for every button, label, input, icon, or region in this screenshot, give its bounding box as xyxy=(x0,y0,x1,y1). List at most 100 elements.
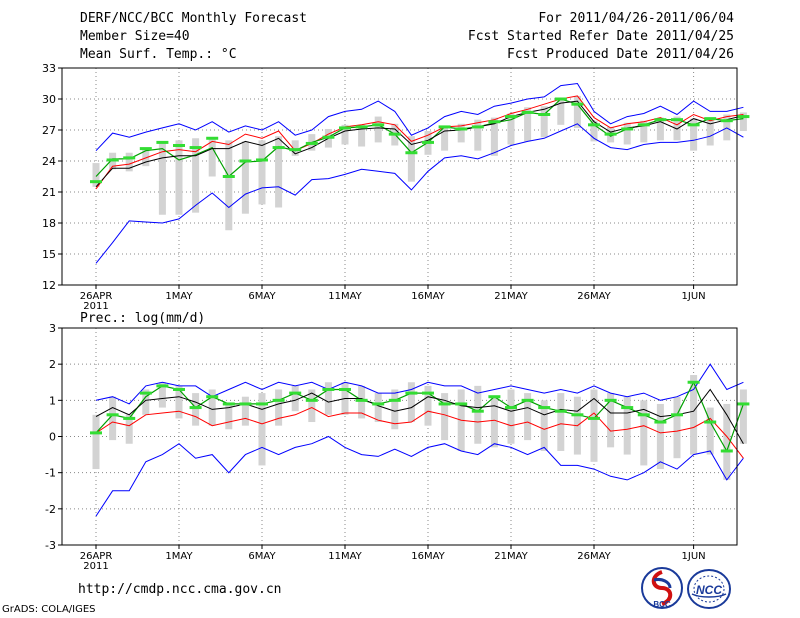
precipitation-member-mark xyxy=(704,420,717,424)
precipitation-box xyxy=(291,385,299,412)
ncc-logo: NCC xyxy=(687,569,731,609)
temperature-ytick-label: 21 xyxy=(42,186,56,199)
temperature-ytick-label: 18 xyxy=(42,217,56,230)
precipitation-member-mark xyxy=(388,398,401,402)
temperature-spread-upper-line xyxy=(95,82,744,152)
precipitation-member-mark xyxy=(671,413,683,417)
temperature-red-line xyxy=(95,95,744,190)
temperature-box xyxy=(507,113,515,145)
temperature-ytick-label: 12 xyxy=(42,279,56,292)
precipitation-box xyxy=(175,385,183,419)
precipitation-member-mark xyxy=(588,416,600,420)
temperature-box xyxy=(358,124,366,147)
precipitation-box xyxy=(142,389,150,415)
precipitation-member-mark xyxy=(305,398,318,402)
temperature-ytick-label: 27 xyxy=(42,124,56,137)
temperature-box xyxy=(258,140,266,205)
temperature-member-mark xyxy=(139,147,152,151)
precipitation-box xyxy=(374,393,382,423)
precipitation-box xyxy=(308,389,316,423)
precipitation-member-mark xyxy=(687,380,700,384)
precipitation-box xyxy=(158,382,166,408)
precipitation-box xyxy=(407,382,415,423)
temperature-mean-line xyxy=(95,100,744,188)
precipitation-member-mark xyxy=(90,431,102,435)
source-url[interactable]: http://cmdp.ncc.cma.gov.cn xyxy=(78,582,282,597)
precipitation-box xyxy=(690,375,698,455)
precipitation-box xyxy=(275,389,283,426)
precipitation-box xyxy=(208,389,216,426)
precipitation-member-mark xyxy=(123,416,136,420)
precipitation-ytick-label: 2 xyxy=(49,358,56,371)
precipitation-ytick-label: -1 xyxy=(45,467,56,480)
temperature-box xyxy=(690,118,698,151)
precipitation-ytick-label: -2 xyxy=(45,503,56,516)
temperature-box xyxy=(640,120,648,143)
precipitation-member-mark xyxy=(272,398,285,402)
precipitation-box xyxy=(723,403,731,480)
temperature-box xyxy=(142,147,150,167)
precipitation-member-mark xyxy=(720,449,733,453)
precipitation-member-mark xyxy=(455,402,468,406)
forecast-period: For 2011/04/26-2011/06/04 xyxy=(538,11,734,26)
precipitation-box xyxy=(92,414,100,470)
temperature-box xyxy=(441,125,449,151)
precipitation-member-mark xyxy=(106,413,119,417)
temperature-member-mark xyxy=(455,127,468,131)
precipitation-member-mark xyxy=(372,402,385,406)
temperature-member-mark xyxy=(704,117,717,121)
precipitation-member-mark xyxy=(173,387,185,391)
precipitation-box xyxy=(623,396,631,455)
temperature-box xyxy=(739,112,747,132)
temperature-member-mark xyxy=(339,126,351,130)
precipitation-member-mark xyxy=(637,413,650,417)
precipitation-member-mark xyxy=(322,387,335,391)
precipitation-box xyxy=(739,389,747,444)
precipitation-member-mark xyxy=(256,402,268,406)
precipitation-member-mark xyxy=(156,384,169,388)
temperature-xtick-label: 1JUN xyxy=(682,291,706,302)
temperature-member-mark xyxy=(272,146,285,150)
precipitation-xtick-label: 1JUN xyxy=(682,551,706,562)
temperature-xtick-label: 6MAY xyxy=(248,291,276,302)
temperature-xtick-label: 26MAY xyxy=(577,291,611,302)
precipitation-member-mark xyxy=(438,402,451,406)
temperature-member-mark xyxy=(222,175,235,178)
temperature-ytick-label: 33 xyxy=(42,62,56,75)
temperature-member-mark xyxy=(422,140,434,144)
temperature-member-mark xyxy=(106,158,119,162)
precipitation-xtick-label: 16MAY xyxy=(411,551,445,562)
precipitation-box xyxy=(590,389,598,462)
temperature-member-mark xyxy=(488,120,501,124)
bcc-logo: BCC xyxy=(641,567,683,609)
precipitation-box xyxy=(507,389,515,444)
temperature-member-mark xyxy=(737,115,750,119)
temperature-member-mark xyxy=(571,102,584,106)
precipitation-box xyxy=(706,407,714,455)
precipitation-member-mark xyxy=(554,409,567,413)
precipitation-spread-upper-line xyxy=(95,363,744,405)
precipitation-xtick-label: 11MAY xyxy=(328,551,362,562)
temperature-xtick-label: 1MAY xyxy=(165,291,193,302)
precipitation-xtick-label: 1MAY xyxy=(165,551,193,562)
precipitation-member-mark xyxy=(189,406,202,410)
precipitation-plot-frame xyxy=(61,327,738,546)
precipitation-spread-lower-line xyxy=(95,435,744,517)
precipitation-box xyxy=(358,385,366,419)
temperature-xtick-label: 21MAY xyxy=(494,291,528,302)
forecast-produced-date: Fcst Produced Date 2011/04/26 xyxy=(507,47,734,62)
precipitation-box xyxy=(441,393,449,441)
temperature-box xyxy=(208,137,216,177)
temperature-member-mark xyxy=(654,118,667,122)
precipitation-member-mark xyxy=(604,398,617,402)
temperature-plot-frame xyxy=(61,67,738,286)
temperature-member-mark xyxy=(289,148,302,152)
precipitation-box xyxy=(524,393,532,441)
temperature-member-mark xyxy=(322,135,335,139)
temperature-member-mark xyxy=(471,125,484,129)
temperature-member-mark xyxy=(372,123,385,127)
temperature-box xyxy=(158,142,166,215)
precipitation-box xyxy=(490,396,498,448)
precipitation-member-mark xyxy=(339,387,351,391)
precipitation-member-mark xyxy=(521,398,534,402)
